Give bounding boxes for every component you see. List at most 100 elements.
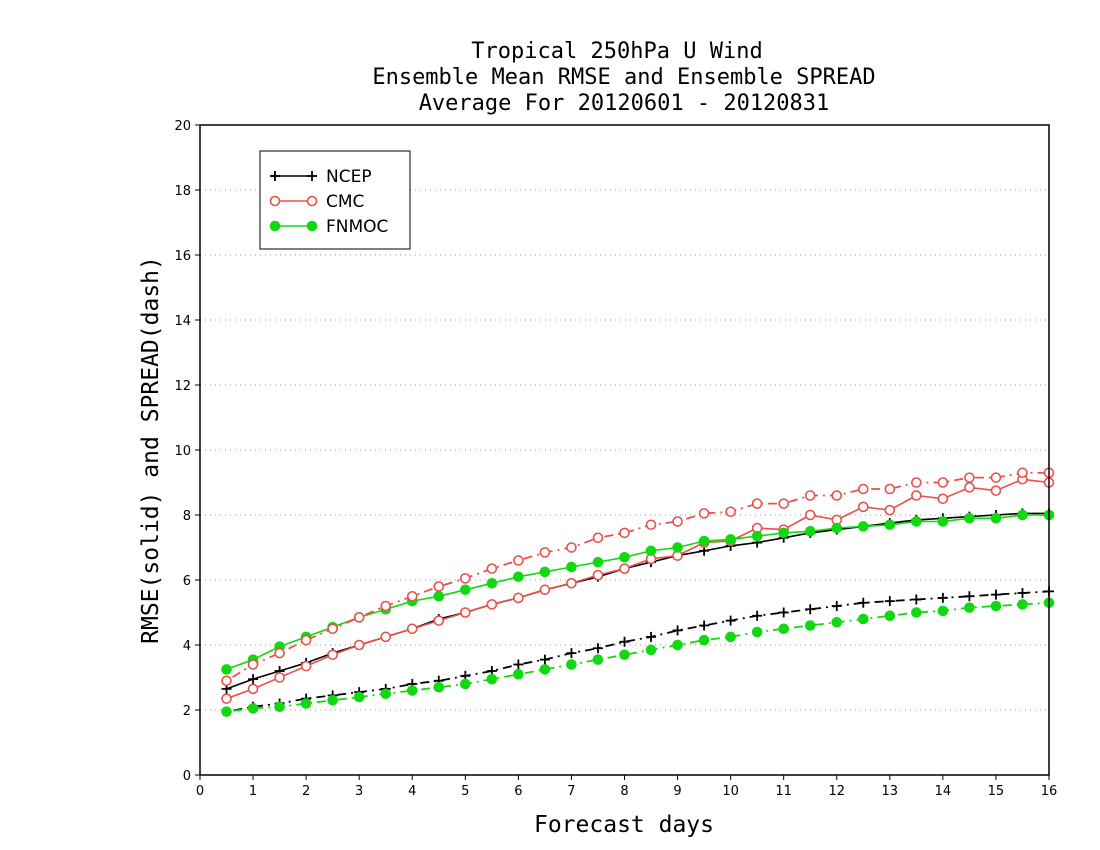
open-circle-marker	[672, 516, 683, 527]
open-circle-marker	[306, 195, 318, 207]
open-circle-marker	[804, 509, 816, 521]
legend-label: NCEP	[326, 167, 372, 187]
filled-circle-marker	[831, 522, 843, 534]
x-tick-label: 13	[882, 784, 899, 799]
title-line-1: Tropical 250hPa U Wind	[471, 39, 762, 64]
filled-circle-marker	[221, 664, 232, 675]
plus-marker	[778, 607, 789, 618]
filled-circle-marker	[486, 673, 498, 685]
open-circle-marker	[300, 660, 312, 672]
line-fnmoc-rmse	[226, 514, 1049, 671]
open-circle-marker	[937, 493, 949, 505]
open-circle-marker	[327, 623, 338, 635]
plus-marker	[307, 171, 317, 181]
filled-circle-marker	[406, 685, 418, 696]
x-tick-label: 3	[355, 784, 363, 799]
filled-circle-marker	[804, 525, 816, 537]
series-fnmoc-rmse	[221, 509, 1055, 675]
open-circle-marker	[884, 483, 896, 495]
plus-marker	[592, 643, 603, 654]
legend-item-ncep: NCEP	[270, 167, 372, 187]
x-axis-label: Forecast days	[534, 812, 714, 838]
filled-circle-marker	[990, 600, 1002, 612]
plus-marker	[911, 594, 922, 605]
x-tick-label: 6	[514, 784, 522, 799]
plus-marker	[270, 171, 280, 181]
open-circle-marker	[433, 615, 445, 626]
open-circle-marker	[698, 508, 710, 519]
filled-circle-marker	[327, 694, 338, 706]
open-circle-marker	[964, 482, 975, 493]
open-circle-marker	[990, 485, 1002, 496]
plus-marker	[858, 597, 869, 608]
y-tick-label: 16	[174, 249, 191, 264]
filled-circle-marker	[353, 691, 365, 703]
filled-circle-marker	[539, 664, 551, 675]
title-line-2: Ensemble Mean RMSE and Ensemble SPREAD	[372, 65, 875, 90]
filled-circle-marker	[857, 613, 869, 625]
filled-circle-marker	[592, 556, 604, 568]
open-circle-marker	[433, 581, 445, 592]
filled-circle-marker	[513, 571, 524, 583]
plus-marker	[884, 596, 895, 607]
filled-circle-marker	[884, 519, 896, 531]
plus-marker	[539, 654, 550, 665]
open-circle-marker	[460, 607, 471, 618]
y-tick-label: 8	[183, 509, 191, 524]
filled-circle-marker	[566, 561, 577, 573]
plus-marker	[513, 659, 524, 670]
x-tick-label: 10	[722, 784, 739, 799]
title-line-3: Average For 20120601 - 20120831	[419, 91, 830, 116]
open-circle-marker	[751, 498, 763, 509]
open-circle-marker	[274, 647, 285, 659]
filled-circle-marker	[831, 616, 843, 628]
open-circle-marker	[911, 490, 922, 501]
open-circle-marker	[221, 693, 232, 704]
y-tick-label: 14	[174, 314, 191, 329]
y-tick-label: 4	[183, 639, 191, 654]
y-tick-label: 0	[183, 769, 191, 784]
open-circle-marker	[857, 501, 869, 513]
line-ncep-spread	[226, 590, 1050, 713]
legend-item-cmc: CMC	[269, 192, 364, 212]
open-circle-marker	[592, 569, 604, 581]
x-tick-label: 14	[935, 784, 952, 799]
chart-title: Tropical 250hPa U Wind Ensemble Mean RMS…	[372, 39, 875, 116]
open-circle-marker	[406, 623, 418, 635]
filled-circle-marker	[619, 551, 630, 563]
filled-circle-marker	[619, 649, 630, 661]
filled-circle-marker	[672, 542, 683, 553]
open-circle-marker	[380, 600, 392, 612]
open-circle-marker	[353, 639, 365, 651]
x-tick-label: 9	[673, 784, 681, 799]
x-tick-label: 12	[828, 784, 845, 799]
filled-circle-marker	[645, 644, 657, 656]
filled-circle-marker	[964, 512, 975, 524]
plus-marker	[699, 620, 710, 631]
legend-label: CMC	[326, 192, 364, 212]
open-circle-marker	[353, 612, 365, 623]
filled-circle-marker	[380, 688, 392, 700]
open-circle-marker	[725, 506, 736, 518]
series-cmc-rmse	[221, 473, 1055, 704]
filled-circle-marker	[884, 610, 896, 622]
open-circle-marker	[221, 675, 232, 687]
plus-marker	[619, 636, 630, 647]
plus-marker	[752, 610, 763, 621]
plus-marker	[937, 592, 948, 603]
plus-marker	[646, 631, 657, 642]
y-tick-label: 12	[174, 379, 191, 394]
filled-circle-marker	[592, 654, 604, 665]
filled-circle-marker	[300, 698, 312, 709]
filled-circle-marker	[269, 220, 281, 232]
line-fnmoc-spread	[226, 601, 1050, 713]
open-circle-marker	[566, 542, 577, 553]
filled-circle-marker	[725, 534, 736, 545]
filled-circle-marker	[778, 527, 789, 539]
filled-circle-marker	[433, 590, 445, 602]
open-circle-marker	[645, 519, 657, 531]
line-cmc-rmse	[226, 478, 1050, 700]
plus-marker	[725, 615, 736, 626]
filled-circle-marker	[911, 516, 922, 527]
